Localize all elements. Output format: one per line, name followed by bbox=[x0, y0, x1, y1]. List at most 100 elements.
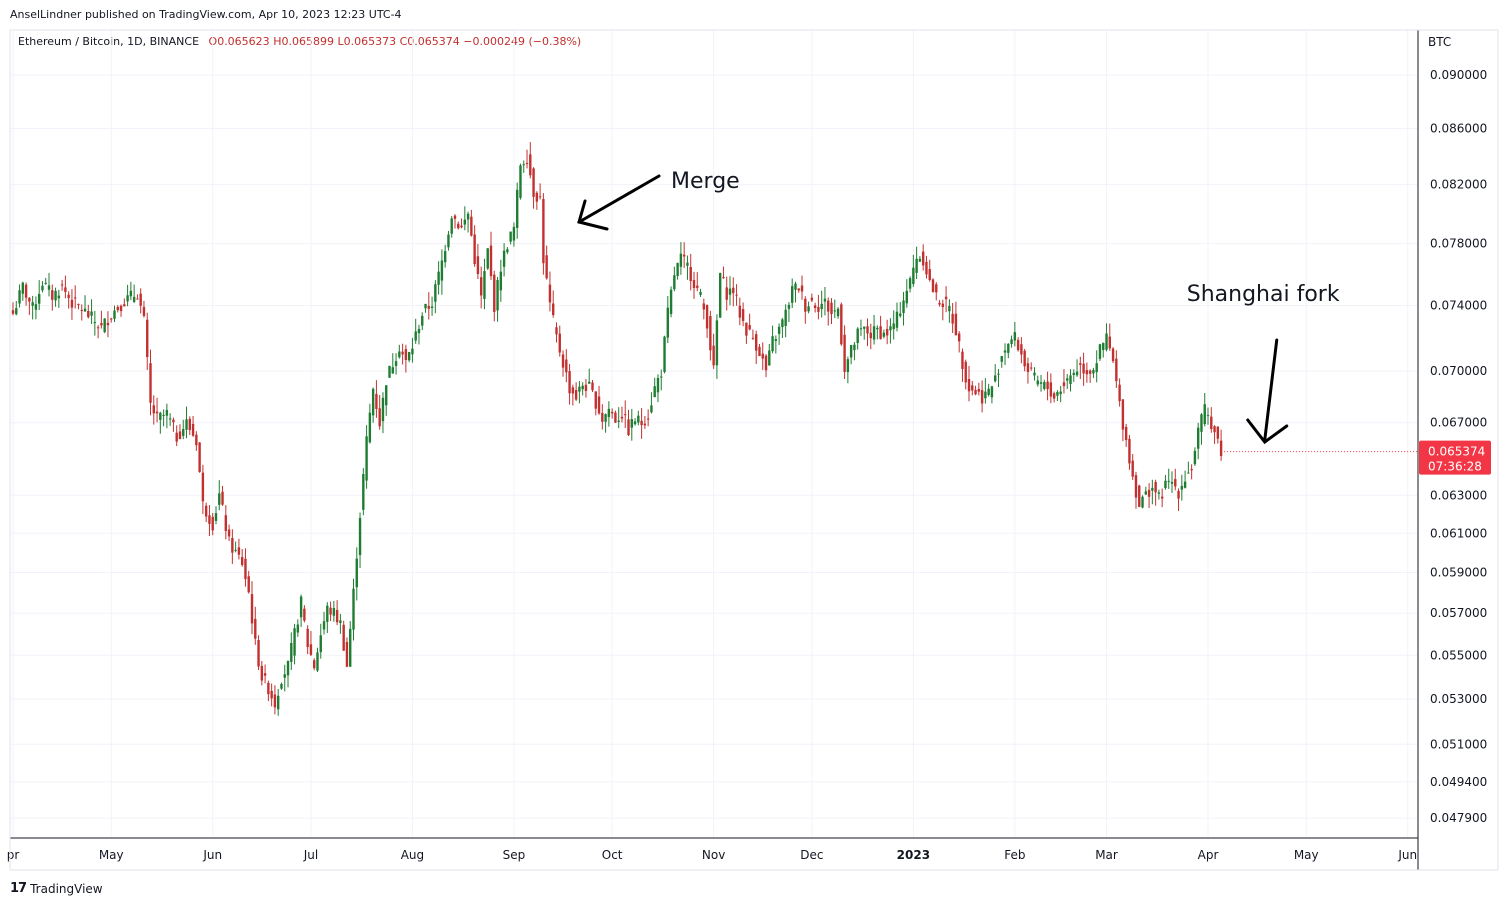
candle-body bbox=[741, 309, 745, 321]
candle-body bbox=[797, 288, 800, 291]
candle-body bbox=[974, 389, 977, 395]
candle-body bbox=[921, 251, 925, 266]
candle-body bbox=[106, 322, 110, 326]
candle-body bbox=[250, 594, 254, 624]
candle-body bbox=[329, 607, 332, 615]
candle-body bbox=[47, 285, 51, 290]
candle-body bbox=[378, 408, 381, 427]
x-tick-label: Feb bbox=[1004, 848, 1025, 862]
candle-body bbox=[375, 393, 378, 409]
candle-body bbox=[899, 313, 902, 317]
candle-body bbox=[977, 388, 981, 392]
candle-body bbox=[843, 334, 846, 372]
candle-body bbox=[136, 298, 139, 300]
candle-body bbox=[663, 336, 666, 372]
candle-body bbox=[817, 306, 820, 312]
candle-body bbox=[1023, 350, 1026, 367]
candle-body bbox=[565, 359, 568, 373]
candle-body bbox=[80, 310, 83, 312]
candle-body bbox=[1180, 485, 1184, 490]
candle-body bbox=[218, 493, 221, 505]
candle-body bbox=[954, 313, 958, 336]
y-tick-label: 0.061000 bbox=[1430, 526, 1487, 540]
candle-body bbox=[247, 576, 250, 593]
candle-body bbox=[365, 436, 368, 481]
candle-body bbox=[427, 306, 430, 309]
candle-body bbox=[70, 299, 74, 308]
candle-body bbox=[846, 359, 850, 373]
candle-body bbox=[299, 596, 303, 618]
candle-body bbox=[594, 391, 597, 409]
candle-body bbox=[574, 389, 578, 400]
tradingview-footer[interactable]: 17 TradingView bbox=[10, 881, 103, 896]
candle-series bbox=[11, 142, 1418, 716]
candle-body bbox=[1085, 370, 1089, 375]
candle-body bbox=[1059, 391, 1062, 395]
symbol-name[interactable]: Ethereum / Bitcoin, 1D, BINANCE bbox=[18, 35, 200, 48]
candle-body bbox=[51, 290, 54, 300]
x-tick-label: Aug bbox=[401, 848, 424, 862]
candle-body bbox=[892, 323, 895, 330]
candle-body bbox=[912, 267, 915, 285]
candle-body bbox=[165, 409, 169, 416]
candle-body bbox=[676, 262, 679, 276]
candle-body bbox=[882, 332, 886, 337]
candle-body bbox=[764, 355, 768, 371]
candle-body bbox=[191, 423, 195, 436]
candle-body bbox=[715, 320, 719, 366]
candle-body bbox=[15, 308, 18, 315]
candle-body bbox=[463, 219, 467, 225]
candle-body bbox=[709, 316, 712, 351]
candle-body bbox=[1016, 339, 1020, 351]
candle-body bbox=[352, 588, 355, 630]
candle-body bbox=[159, 412, 162, 420]
candle-body bbox=[738, 305, 742, 318]
candle-body bbox=[813, 305, 817, 309]
candle-body bbox=[997, 373, 1000, 375]
candle-body bbox=[74, 297, 77, 299]
candle-body bbox=[532, 168, 535, 197]
candle-body bbox=[610, 411, 614, 414]
candle-body bbox=[152, 405, 155, 414]
candle-body bbox=[548, 284, 552, 303]
candle-body bbox=[149, 363, 152, 403]
candle-body bbox=[1187, 472, 1190, 474]
candle-body bbox=[44, 282, 47, 284]
candle-body bbox=[263, 673, 267, 676]
candle-body bbox=[113, 310, 116, 319]
candle-body bbox=[957, 333, 961, 342]
candle-body bbox=[1144, 491, 1148, 495]
candle-body bbox=[938, 302, 941, 305]
candle-body bbox=[349, 628, 352, 667]
x-tick-label: Sep bbox=[503, 848, 526, 862]
x-tick-label: Oct bbox=[602, 848, 623, 862]
candle-body bbox=[28, 297, 31, 302]
candle-body bbox=[273, 694, 277, 708]
candle-body bbox=[823, 298, 827, 302]
candle-body bbox=[1039, 382, 1043, 384]
candle-body bbox=[1115, 358, 1118, 382]
candle-body bbox=[473, 234, 476, 265]
candle-body bbox=[434, 284, 437, 302]
candle-body bbox=[791, 286, 794, 303]
merge-arrow-icon bbox=[577, 174, 661, 224]
candle-body bbox=[211, 516, 214, 531]
candle-body bbox=[335, 609, 339, 623]
candle-body bbox=[512, 226, 516, 241]
chart-axes: 0.047900 0.049400 0.051000 0.053000 0.055000… bbox=[7, 29, 1499, 871]
y-tick-label: 0.074000 bbox=[1430, 299, 1487, 313]
candle-body bbox=[1111, 348, 1115, 362]
candle-body bbox=[1170, 481, 1174, 484]
candle-body bbox=[1118, 384, 1121, 402]
candle-body bbox=[1219, 440, 1223, 456]
candle-body bbox=[777, 326, 781, 334]
candle-body bbox=[368, 412, 372, 443]
last-price-tag bbox=[1419, 440, 1491, 475]
candle-body bbox=[1020, 344, 1023, 355]
candle-body bbox=[961, 351, 964, 369]
candle-body bbox=[935, 284, 938, 293]
candle-body bbox=[552, 303, 555, 316]
candle-body bbox=[21, 282, 25, 294]
candle-body bbox=[784, 309, 787, 326]
